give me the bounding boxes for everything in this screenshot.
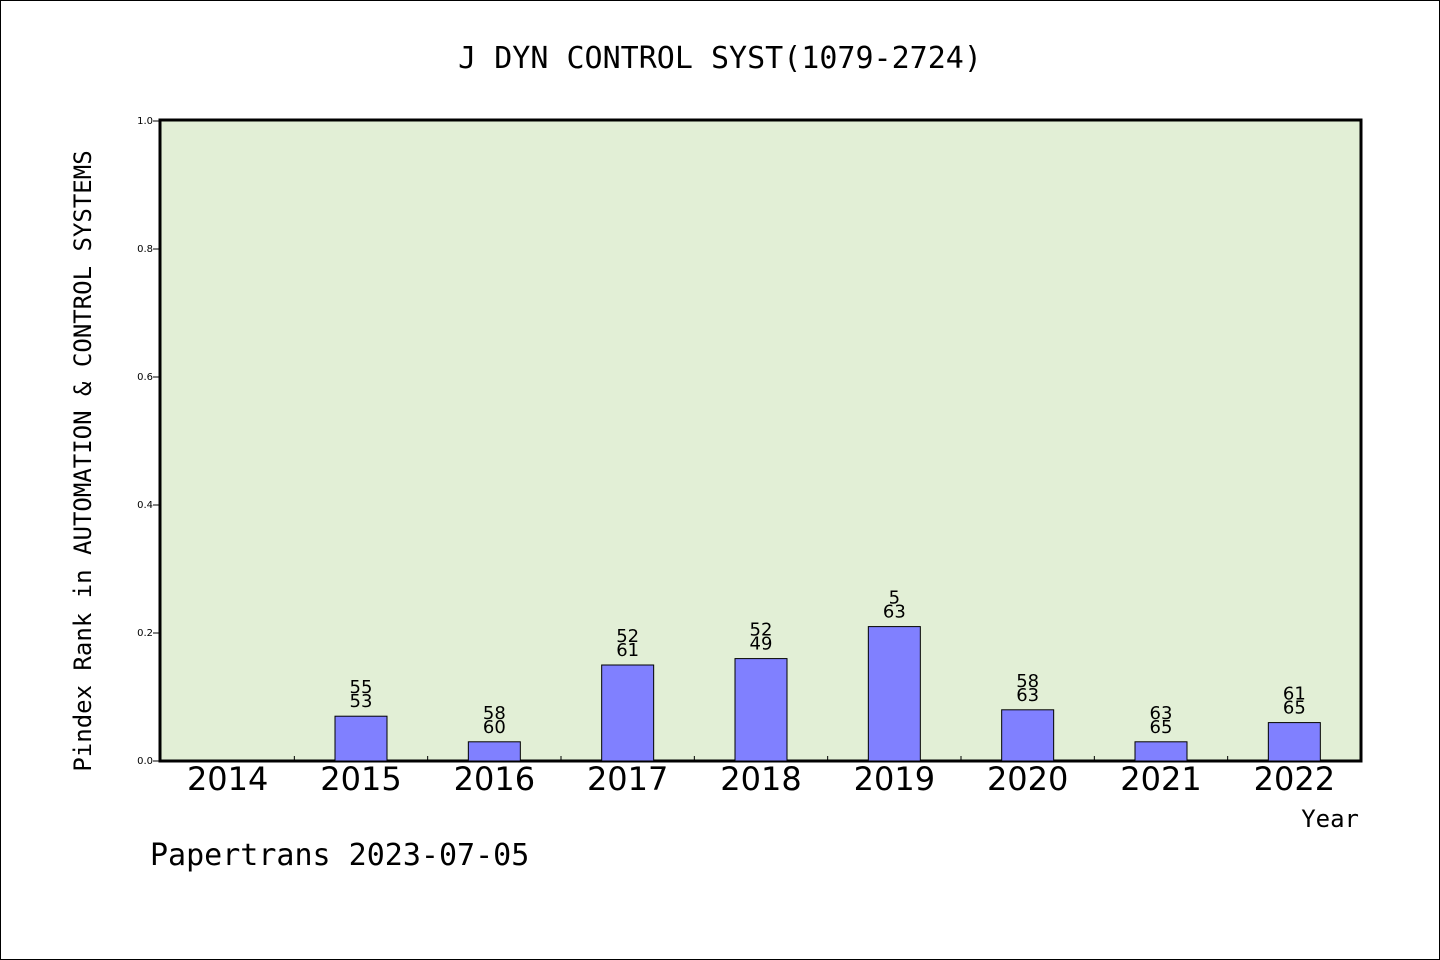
bar-label-top: 52 — [750, 620, 773, 641]
x-axis-label: Year — [1301, 805, 1359, 833]
y-tick-label: 0.6 — [137, 372, 153, 383]
bar-2016 — [467, 741, 521, 762]
x-tick-label-2015: 2015 — [320, 760, 401, 798]
bar-label-top: 55 — [350, 677, 373, 698]
x-tick-label-2017: 2017 — [587, 760, 668, 798]
bar-label-top: 5 — [889, 588, 900, 609]
y-axis-label: Pindex Rank in AUTOMATION & CONTROL SYST… — [69, 150, 97, 771]
plot-area — [158, 118, 1363, 763]
bar-label-top: 58 — [1016, 671, 1039, 692]
y-tick-label: 0.8 — [137, 244, 153, 255]
x-tick-label-2018: 2018 — [720, 760, 801, 798]
bar-label-bottom: 65 — [1283, 698, 1306, 719]
bar-2019 — [867, 626, 921, 762]
bar-2017 — [601, 664, 655, 762]
bar-label-top: 52 — [616, 626, 639, 647]
bar-label-bottom: 63 — [883, 602, 906, 623]
x-tick-label-2021: 2021 — [1120, 760, 1201, 798]
y-tick-label: 0.2 — [137, 628, 153, 639]
bar-label-bottom: 63 — [1016, 685, 1039, 706]
bar-label-bottom: 65 — [1150, 717, 1173, 738]
bar-label-bottom: 61 — [616, 640, 639, 661]
x-tick-label-2014: 2014 — [187, 760, 268, 798]
x-tick-label-2020: 2020 — [987, 760, 1068, 798]
y-tick-label: 0.4 — [137, 500, 153, 511]
y-tick-label: 0.0 — [137, 756, 153, 767]
bar-2015 — [334, 715, 388, 762]
y-tick-label: 1.0 — [137, 116, 153, 127]
bar-label-bottom: 53 — [350, 691, 373, 712]
bar-2022 — [1267, 722, 1321, 762]
bar-label-top: 61 — [1283, 684, 1306, 705]
bar-2021 — [1134, 741, 1188, 762]
bar-label-top: 58 — [483, 703, 506, 724]
bar-label-bottom: 60 — [483, 717, 506, 738]
y-axis: 0.0 0.2 0.4 0.6 0.8 1.0 — [137, 116, 161, 767]
x-tick-label-2019: 2019 — [854, 760, 935, 798]
x-tick-labels: 2014 2015 2016 2017 2018 2019 2020 2021 2022 — [187, 760, 1335, 798]
bar-2018 — [734, 658, 788, 762]
chart-title: J DYN CONTROL SYST(1079-2724) — [458, 41, 982, 76]
bar-2020 — [1001, 709, 1055, 762]
bars — [334, 626, 1321, 762]
bar-label-top: 63 — [1150, 703, 1173, 724]
x-tick-label-2016: 2016 — [454, 760, 535, 798]
x-tick-label-2022: 2022 — [1254, 760, 1335, 798]
x-axis — [293, 756, 1229, 761]
bar-label-bottom: 49 — [750, 634, 773, 655]
footer-credit: Papertrans 2023-07-05 — [150, 838, 529, 873]
